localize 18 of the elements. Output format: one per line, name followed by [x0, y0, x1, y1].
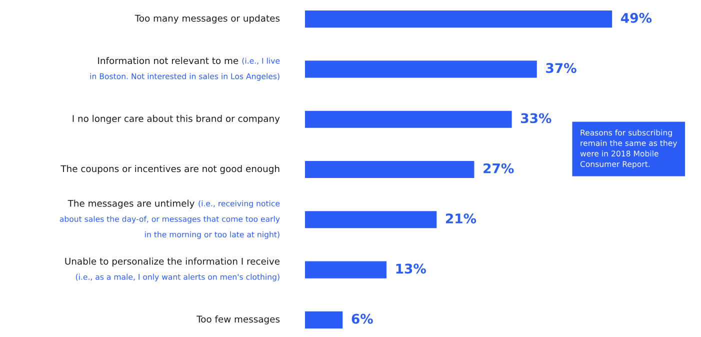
bar [305, 160, 474, 178]
bar [305, 211, 437, 228]
data-label: 27% [484, 163, 514, 174]
bar [305, 60, 537, 78]
bar [305, 311, 343, 328]
bar [305, 110, 512, 128]
y-tick-label: Too few messages [196, 316, 280, 324]
bar [305, 261, 386, 278]
data-label: 33% [521, 113, 552, 124]
y-tick-label: The coupons or incentives are not good enough [60, 165, 280, 174]
data-label: 13% [396, 264, 426, 274]
y-tick-label: Too many messages or updates [134, 14, 280, 24]
bar [305, 10, 612, 28]
data-label: 37% [546, 63, 576, 74]
y-tick-label: I no longer care about this brand or company [72, 114, 280, 124]
data-label: 21% [446, 214, 476, 224]
data-label: 49% [621, 12, 652, 23]
data-label: 6% [352, 314, 373, 324]
